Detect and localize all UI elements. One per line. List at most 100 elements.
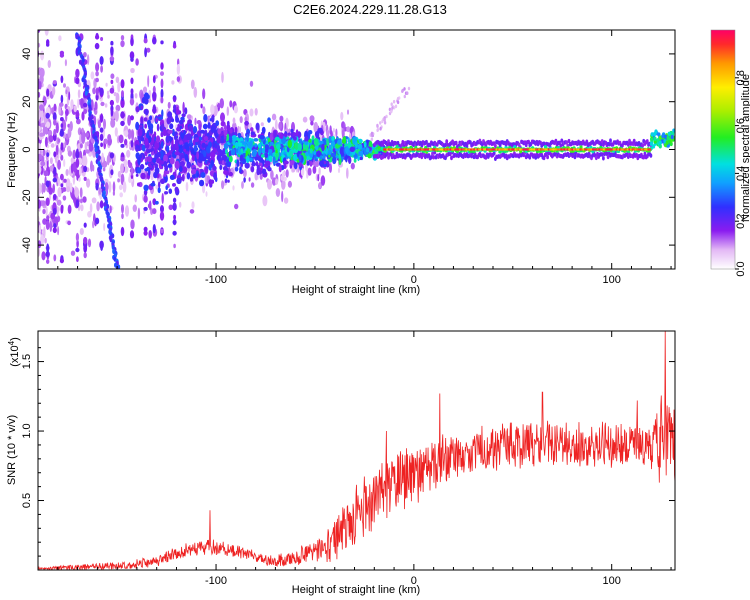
spectrogram-cell <box>401 140 405 145</box>
spectrogram-cell <box>325 147 329 156</box>
spectrogram-cell <box>102 167 106 172</box>
spectrogram-cell <box>338 152 341 160</box>
spectrogram-cell <box>48 135 54 143</box>
spectrogram-cell <box>267 117 271 123</box>
spectrogram-cell <box>129 98 135 106</box>
spectrogram-cell <box>60 173 64 181</box>
spectrogram-cell <box>166 117 172 124</box>
spectrogram-cell <box>334 147 340 152</box>
spectrogram-cell <box>52 177 57 183</box>
spectrogram-cell <box>60 183 64 188</box>
spectrogram-cell <box>150 207 154 215</box>
spectrogram-cell <box>135 121 140 131</box>
spectrogram-cell <box>661 133 665 139</box>
spectrogram-cell <box>42 218 47 225</box>
spectrogram-cell <box>173 243 176 249</box>
spectrogram-cell <box>545 151 548 156</box>
spectrogram-cell <box>249 108 254 117</box>
spectrogram-cell <box>186 133 192 141</box>
spectrogram-cell <box>39 132 44 137</box>
spectrogram-cell <box>38 42 41 48</box>
spectrogram-cell <box>278 121 282 130</box>
spectrogram-cell <box>83 165 88 173</box>
spectrogram-cell <box>113 92 117 97</box>
spectrogram-cell <box>76 118 81 125</box>
spectrogram-cell <box>53 254 57 262</box>
spectrogram-cell <box>82 196 87 203</box>
spectrogram-cell <box>53 119 57 126</box>
spectrogram-cell <box>232 185 235 191</box>
spectrogram-cell <box>83 102 88 108</box>
spectrogram-cell <box>201 142 206 148</box>
spectrogram-cell <box>226 133 230 142</box>
spectrogram-cell <box>83 222 87 228</box>
spectrogram-cell <box>200 172 206 178</box>
spectrogram-cell <box>44 126 49 135</box>
spectrogram-cell <box>70 250 76 256</box>
snr-y-axis-title: SNR (10 * v/v) <box>6 415 18 485</box>
spectrogram-cell <box>246 134 249 142</box>
spectrogram-cell <box>150 182 156 187</box>
spectrogram-cell <box>309 148 313 154</box>
spectrogram-cell <box>278 164 282 173</box>
spectrogram-cell <box>211 114 215 123</box>
spectrogram-cell <box>264 152 269 158</box>
spectrogram-cell <box>383 120 387 125</box>
spectrogram-cell <box>61 119 67 132</box>
colorbar-tick-label: 0.4 <box>735 166 747 181</box>
spectrogram-cell <box>147 98 152 103</box>
spectrogram-cell <box>59 258 64 264</box>
spectrogram-cell <box>184 154 189 162</box>
spectrogram-cell <box>337 167 341 174</box>
spectrogram-cell <box>153 171 158 179</box>
spectrogram-cell <box>155 117 158 123</box>
spectrogram-cell <box>271 113 277 121</box>
spectrogram-cell <box>56 174 59 187</box>
spectrogram-cell <box>224 178 228 184</box>
spectrogram-cell <box>150 169 154 181</box>
spectrogram-cell <box>45 220 50 230</box>
spectrogram-cell <box>83 176 87 181</box>
spectrogram-cell <box>38 91 41 98</box>
spectrogram-cell <box>650 137 654 142</box>
spectrogram-cell <box>319 140 325 145</box>
spectrogram-cell <box>190 79 195 90</box>
spectrogram-cell <box>450 155 453 161</box>
spectrogram-cell <box>151 134 155 143</box>
spectrogram-cell <box>68 91 71 101</box>
spectrogram-cell <box>79 143 83 149</box>
spectrogram-cell <box>196 172 200 177</box>
spectrogram-cell <box>63 159 66 167</box>
spectrogram-cell <box>295 129 299 138</box>
spectrogram-cell <box>62 195 67 201</box>
spectrogram-cell <box>313 150 317 155</box>
spectrogram-cell <box>92 220 95 229</box>
spectrogram-cell <box>670 134 674 140</box>
spectrogram-cell <box>215 120 220 127</box>
colorbar: 0.0 0.2 0.4 0.6 0.8 Normalized spectral ampl… <box>710 29 750 277</box>
spectrogram-cell <box>43 226 46 239</box>
spectrogram-cell <box>255 161 259 167</box>
spectrogram-cell <box>71 194 76 201</box>
spectrogram-cell <box>283 197 289 204</box>
spectrogram-cell <box>59 102 64 107</box>
colorbar-tick-label: 0.0 <box>735 261 747 276</box>
spectrogram-cell <box>275 188 281 197</box>
snr-y-multiplier: (x104) <box>7 337 21 367</box>
spectrogram-cell <box>256 164 260 170</box>
spectrogram-cell <box>432 155 436 160</box>
spectrogram-cell <box>175 114 179 122</box>
spectrogram-cell <box>560 138 564 143</box>
spectrogram-cell <box>370 137 374 142</box>
spectrogram-cell <box>143 206 148 211</box>
spectrogram-cell <box>41 251 46 261</box>
spectrogram-cell <box>110 79 114 85</box>
snr-x-tick-label: 0 <box>411 575 417 587</box>
spectrogram-cell <box>386 151 389 156</box>
spectrogram-cell <box>420 143 424 148</box>
spectrogram-cell <box>228 155 233 163</box>
spectrogram-cell <box>445 139 449 144</box>
spectrogram-cell <box>115 76 120 84</box>
spectrogram-cell <box>307 167 312 176</box>
